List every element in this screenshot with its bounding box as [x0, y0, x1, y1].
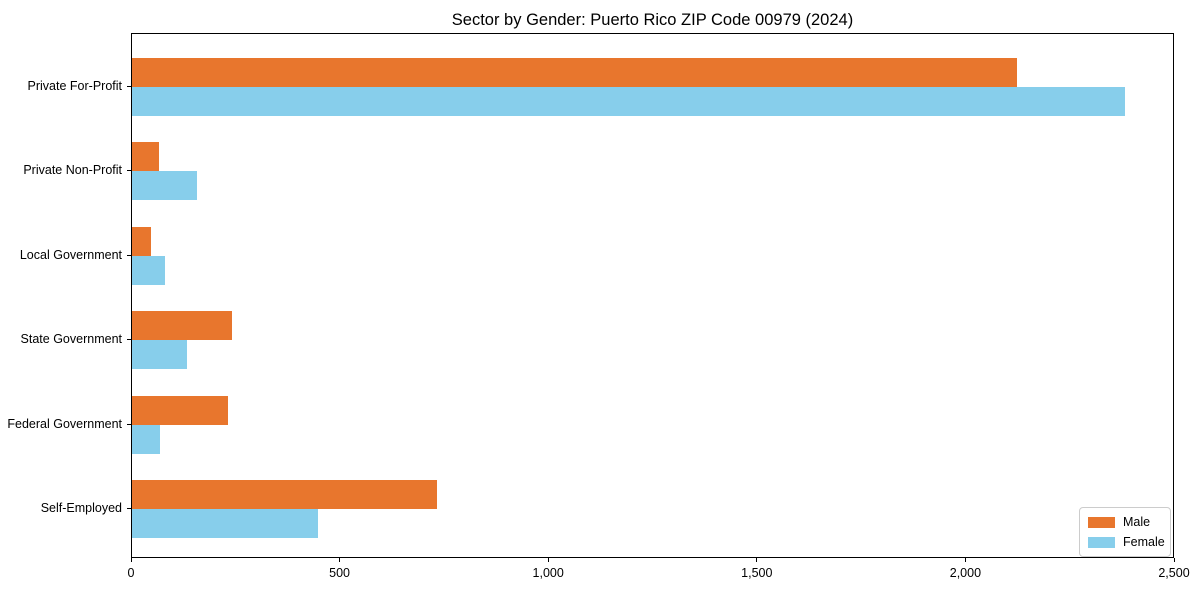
x-tick-mark [130, 558, 132, 562]
y-tick-label: Private For-Profit [27, 79, 122, 93]
legend: Male Female [1079, 507, 1171, 557]
legend-label-female: Female [1123, 535, 1165, 549]
y-tick-mark [127, 423, 131, 425]
bar-male-federal-government [132, 395, 228, 425]
y-tick-mark [127, 339, 131, 341]
bar-male-private-non-profit [132, 142, 160, 172]
x-tick-mark [547, 558, 549, 562]
y-tick-label: Private Non-Profit [23, 163, 122, 178]
x-tick-mark [1173, 558, 1175, 562]
x-tick-label: 0 [127, 566, 135, 580]
y-tick-label: State Government [20, 332, 122, 347]
bar-female-private-non-profit [132, 171, 197, 201]
x-tick-mark [964, 558, 966, 562]
bar-male-local-government [132, 226, 151, 256]
bar-male-state-government [132, 311, 233, 341]
legend-row-female: Female [1088, 535, 1165, 549]
bar-female-self-employed [132, 509, 318, 538]
male-swatch [1088, 516, 1115, 528]
legend-label-male: Male [1123, 515, 1151, 529]
bar-female-local-government [132, 255, 165, 285]
bar-male-private-for-profit [132, 58, 1017, 87]
chart-title: Sector by Gender: Puerto Rico ZIP Code 0… [451, 11, 854, 29]
y-tick-mark [127, 170, 131, 172]
y-tick-label: Federal Government [7, 416, 122, 431]
legend-row-male: Male [1088, 515, 1161, 529]
y-tick-mark [127, 86, 131, 87]
x-tick-label: 1,000 [532, 566, 564, 580]
female-swatch [1088, 536, 1115, 548]
plot-area [131, 33, 1174, 558]
bar-male-self-employed [132, 480, 437, 509]
x-tick-label: 1,500 [741, 566, 773, 580]
x-tick-label: 500 [329, 566, 351, 580]
x-tick-label: 2,500 [1158, 566, 1190, 580]
y-tick-mark [127, 508, 131, 509]
bar-female-federal-government [132, 424, 161, 454]
x-tick-mark [756, 558, 758, 562]
bar-female-state-government [132, 340, 188, 370]
y-tick-mark [127, 254, 131, 256]
y-tick-label: Self-Employed [40, 501, 122, 515]
x-tick-mark [339, 558, 341, 562]
x-tick-label: 2,000 [949, 566, 982, 580]
bar-female-private-for-profit [132, 87, 1125, 116]
y-tick-label: Local Government [19, 247, 122, 262]
